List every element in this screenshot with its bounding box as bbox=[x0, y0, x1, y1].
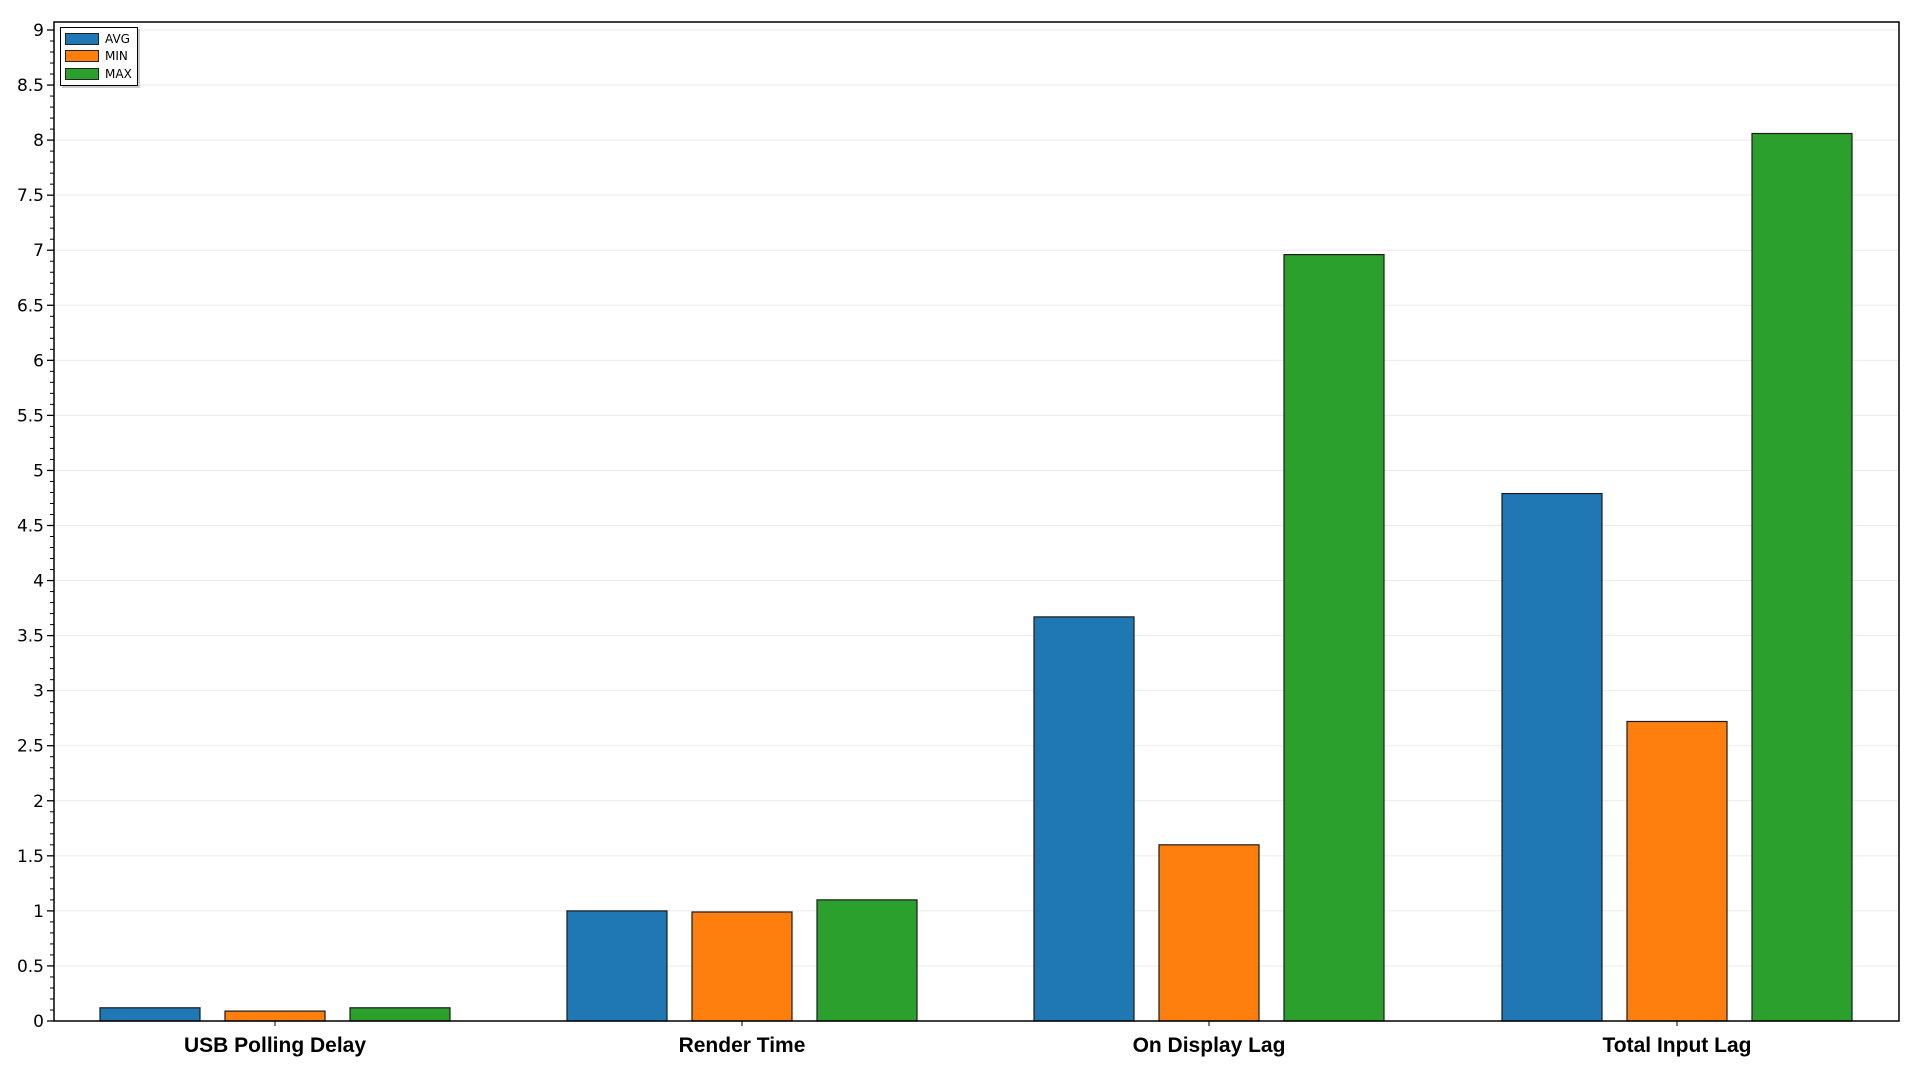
y-tick-label: 7.5 bbox=[17, 186, 44, 206]
legend-label-max: MAX bbox=[105, 66, 132, 81]
bar-min bbox=[224, 1010, 326, 1022]
legend-swatch-avg bbox=[65, 32, 99, 45]
y-tick-label: 0.5 bbox=[17, 957, 44, 977]
bar-avg bbox=[1501, 492, 1603, 1022]
bar-avg bbox=[566, 910, 668, 1022]
bar-min bbox=[691, 911, 793, 1022]
y-tick-label: 5 bbox=[33, 461, 44, 481]
bar-max bbox=[349, 1007, 451, 1022]
y-tick-label: 6 bbox=[33, 351, 44, 371]
bar-max bbox=[1751, 132, 1853, 1022]
legend-item-avg: AVG bbox=[65, 30, 132, 48]
y-tick-label: 8 bbox=[33, 131, 44, 151]
y-tick-label: 8.5 bbox=[17, 76, 44, 96]
y-tick-label: 3.5 bbox=[17, 627, 44, 647]
y-tick-label: 6.5 bbox=[17, 296, 44, 316]
y-tick-label: 5.5 bbox=[17, 406, 44, 426]
plot-frame bbox=[53, 21, 1900, 1022]
y-tick-label: 4.5 bbox=[17, 517, 44, 537]
y-tick-label: 1 bbox=[33, 902, 44, 922]
legend-swatch-min bbox=[65, 50, 99, 63]
bar-min bbox=[1158, 844, 1260, 1022]
y-tick-label: 0 bbox=[33, 1012, 44, 1032]
bar-avg bbox=[99, 1007, 201, 1022]
x-tick-label: USB Polling Delay bbox=[183, 1034, 367, 1057]
bar-max bbox=[1283, 254, 1385, 1022]
y-tick-label: 9 bbox=[33, 21, 44, 41]
x-tick-label: On Display Lag bbox=[1132, 1034, 1286, 1057]
y-tick-label: 1.5 bbox=[17, 847, 44, 867]
bar-max bbox=[816, 899, 918, 1022]
x-tick-label: Render Time bbox=[678, 1034, 806, 1057]
x-tick-label: Total Input Lag bbox=[1602, 1034, 1752, 1057]
legend-item-max: MAX bbox=[65, 65, 132, 83]
legend-item-min: MIN bbox=[65, 48, 132, 66]
y-tick-label: 2 bbox=[33, 792, 44, 812]
y-tick-label: 7 bbox=[33, 241, 44, 261]
legend-label-min: MIN bbox=[105, 49, 128, 64]
legend-label-avg: AVG bbox=[105, 31, 130, 46]
y-tick-label: 3 bbox=[33, 682, 44, 702]
bar-avg bbox=[1033, 616, 1135, 1022]
legend-swatch-max bbox=[65, 67, 99, 80]
y-tick-label: 4 bbox=[33, 572, 44, 592]
legend: AVG MIN MAX bbox=[60, 27, 138, 86]
bar-min bbox=[1626, 720, 1728, 1022]
y-tick-label: 2.5 bbox=[17, 737, 44, 757]
